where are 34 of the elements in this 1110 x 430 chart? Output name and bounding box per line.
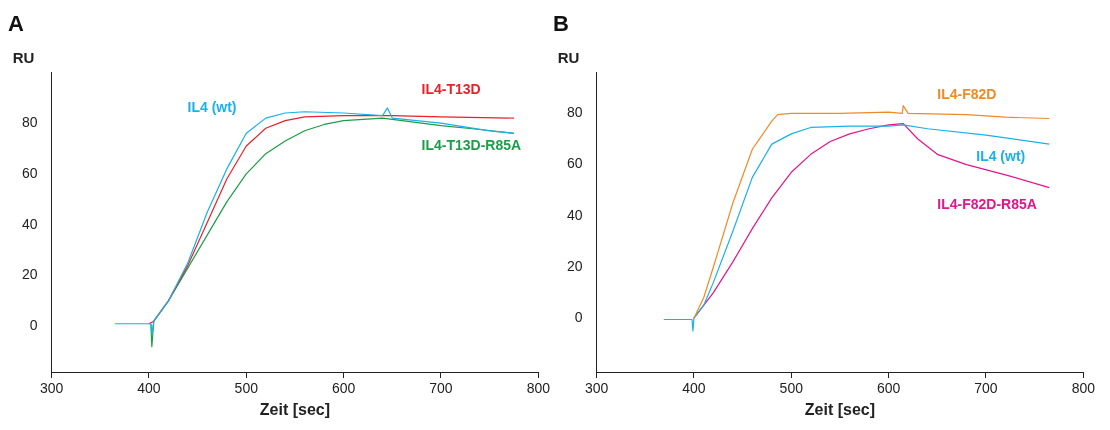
series-label: IL4 (wt) — [976, 147, 1026, 164]
x-tick-label: 300 — [39, 380, 64, 397]
x-tick-label: 800 — [1071, 380, 1096, 397]
series-label: IL4-F82D-R85A — [937, 196, 1037, 213]
x-tick-label: 700 — [974, 380, 998, 397]
x-tick-label: 500 — [234, 380, 259, 397]
x-tick-label: 300 — [584, 380, 609, 397]
x-tick-label: 600 — [331, 380, 356, 397]
y-tick-label: 20 — [566, 257, 583, 274]
x-axis-title: Zeit [sec] — [804, 400, 876, 418]
y-tick-label: 80 — [566, 104, 583, 121]
x-axis-title: Zeit [sec] — [259, 400, 331, 418]
y-axis-title: RU — [12, 49, 35, 67]
y-tick-label: 40 — [566, 206, 583, 223]
x-tick-label: 400 — [682, 380, 706, 397]
series-label: IL4-T13D-R85A — [421, 136, 522, 153]
series-label: IL4-F82D — [937, 86, 997, 103]
series-label: IL4-T13D — [421, 81, 481, 98]
series-label: IL4 (wt) — [187, 98, 237, 115]
x-tick-label: 800 — [526, 380, 551, 397]
y-tick-label: 60 — [21, 164, 38, 181]
chart-title: B — [553, 11, 569, 37]
y-tick-label: 0 — [574, 309, 583, 326]
y-tick-label: 40 — [21, 215, 38, 232]
x-tick-label: 600 — [876, 380, 901, 397]
y-tick-label: 0 — [29, 317, 38, 334]
x-tick-label: 400 — [137, 380, 161, 397]
y-tick-label: 60 — [566, 155, 583, 172]
x-tick-label: 700 — [429, 380, 453, 397]
y-tick-label: 20 — [21, 266, 38, 283]
x-tick-label: 500 — [779, 380, 804, 397]
y-tick-label: 80 — [21, 114, 38, 131]
chart-title: A — [8, 11, 24, 37]
y-axis-title: RU — [557, 49, 580, 67]
